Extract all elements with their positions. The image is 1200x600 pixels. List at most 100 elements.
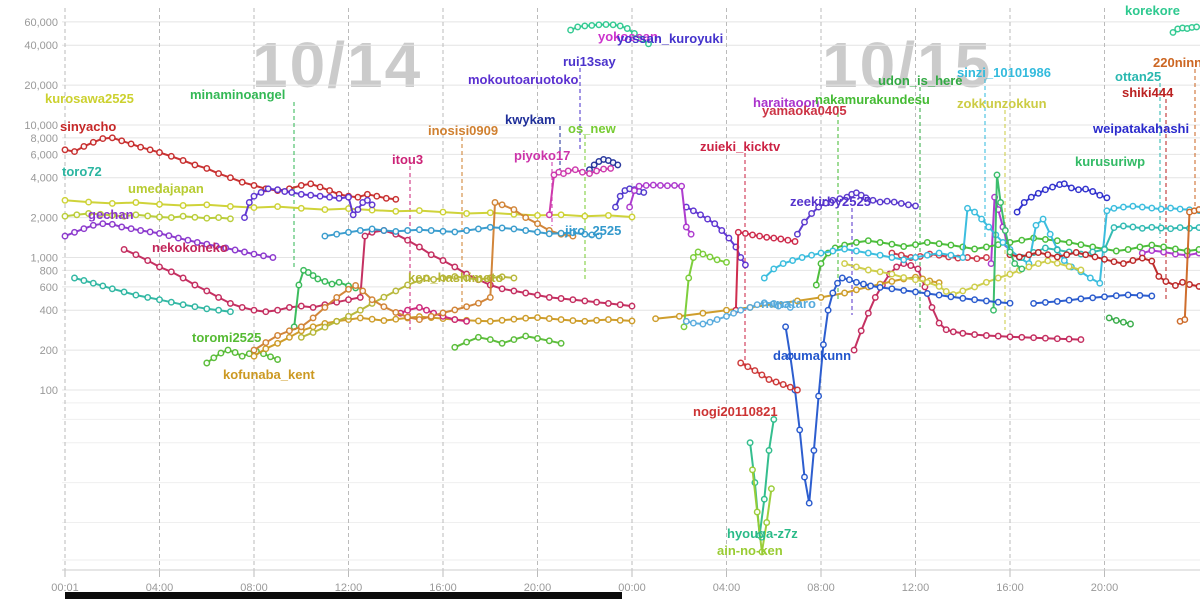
- series-line-shiki444[interactable]: [1009, 251, 1200, 288]
- series-piyoko17[interactable]: [545, 164, 615, 219]
- data-point-marker[interactable]: [1089, 294, 1097, 302]
- data-point-marker[interactable]: [978, 215, 986, 223]
- data-point-marker[interactable]: [850, 346, 858, 354]
- data-point-marker[interactable]: [841, 245, 849, 253]
- data-point-marker[interactable]: [1065, 263, 1073, 270]
- data-point-marker[interactable]: [534, 211, 541, 219]
- data-point-marker[interactable]: [985, 223, 993, 231]
- series-zeekirby2525[interactable]: [793, 189, 919, 238]
- data-point-marker[interactable]: [1065, 296, 1073, 304]
- data-point-marker[interactable]: [326, 187, 334, 195]
- data-point-marker[interactable]: [864, 237, 872, 245]
- series-line-toromi2525[interactable]: [454, 335, 562, 349]
- data-point-marker[interactable]: [593, 167, 601, 175]
- data-point-marker[interactable]: [595, 232, 603, 240]
- data-point-marker[interactable]: [285, 303, 293, 311]
- data-point-marker[interactable]: [1162, 277, 1170, 285]
- data-point-marker[interactable]: [439, 274, 447, 282]
- data-point-marker[interactable]: [156, 263, 163, 271]
- data-point-marker[interactable]: [1018, 236, 1026, 244]
- data-point-marker[interactable]: [404, 306, 412, 314]
- data-point-marker[interactable]: [609, 21, 617, 29]
- data-point-marker[interactable]: [61, 146, 69, 154]
- data-point-marker[interactable]: [805, 499, 813, 507]
- data-point-marker[interactable]: [765, 376, 773, 383]
- data-point-marker[interactable]: [404, 313, 412, 321]
- data-point-marker[interactable]: [713, 256, 721, 264]
- series-kurusuriwp[interactable]: [990, 171, 1026, 314]
- data-point-marker[interactable]: [564, 167, 572, 175]
- data-point-marker[interactable]: [307, 180, 315, 188]
- data-point-marker[interactable]: [630, 187, 638, 195]
- data-point-marker[interactable]: [971, 208, 979, 216]
- data-point-marker[interactable]: [238, 178, 246, 186]
- data-point-marker[interactable]: [723, 312, 730, 320]
- streamer-label-yossan_kuroyuki[interactable]: yossan_kuroyuki: [617, 31, 723, 46]
- data-point-marker[interactable]: [642, 181, 650, 189]
- series-os_new[interactable]: [680, 248, 730, 331]
- data-point-marker[interactable]: [841, 289, 849, 297]
- data-point-marker[interactable]: [784, 236, 792, 244]
- data-point-marker[interactable]: [486, 336, 494, 344]
- data-point-marker[interactable]: [765, 446, 773, 454]
- series-kwykam[interactable]: [586, 155, 622, 174]
- data-point-marker[interactable]: [1025, 263, 1033, 271]
- data-point-marker[interactable]: [392, 315, 400, 323]
- data-point-marker[interactable]: [767, 485, 775, 493]
- data-point-marker[interactable]: [1136, 243, 1144, 251]
- data-point-marker[interactable]: [498, 201, 506, 209]
- data-point-marker[interactable]: [522, 227, 530, 234]
- data-point-marker[interactable]: [1195, 282, 1200, 290]
- data-point-marker[interactable]: [959, 254, 967, 261]
- data-point-marker[interactable]: [723, 258, 730, 266]
- data-point-marker[interactable]: [1077, 241, 1085, 249]
- data-point-marker[interactable]: [89, 279, 97, 287]
- data-point-marker[interactable]: [295, 281, 303, 289]
- streamer-label-yamaoka0405[interactable]: yamaoka0405: [762, 103, 847, 118]
- data-point-marker[interactable]: [345, 285, 352, 293]
- data-point-marker[interactable]: [860, 280, 867, 288]
- data-point-marker[interactable]: [309, 303, 317, 311]
- data-point-marker[interactable]: [912, 276, 919, 284]
- data-point-marker[interactable]: [333, 293, 341, 301]
- data-point-marker[interactable]: [262, 308, 270, 316]
- series-nakamurakundesu[interactable]: [812, 234, 1200, 289]
- data-point-marker[interactable]: [935, 291, 943, 299]
- data-point-marker[interactable]: [85, 198, 93, 206]
- series-ain-no-ken[interactable]: [749, 466, 775, 556]
- data-point-marker[interactable]: [1171, 282, 1179, 289]
- data-point-marker[interactable]: [451, 263, 459, 271]
- data-point-marker[interactable]: [1119, 222, 1127, 230]
- data-point-marker[interactable]: [838, 274, 846, 282]
- data-point-marker[interactable]: [770, 415, 778, 423]
- data-point-marker[interactable]: [415, 316, 423, 324]
- data-point-marker[interactable]: [297, 323, 305, 331]
- data-point-marker[interactable]: [770, 234, 778, 242]
- data-point-marker[interactable]: [498, 339, 506, 347]
- data-point-marker[interactable]: [1067, 184, 1075, 192]
- data-point-marker[interactable]: [682, 317, 690, 325]
- data-point-marker[interactable]: [335, 194, 343, 202]
- data-point-marker[interactable]: [746, 303, 754, 311]
- data-point-marker[interactable]: [203, 164, 211, 172]
- series-toro72[interactable]: [71, 274, 234, 316]
- data-point-marker[interactable]: [1119, 260, 1127, 268]
- data-point-marker[interactable]: [777, 235, 785, 243]
- data-point-marker[interactable]: [635, 182, 643, 190]
- series-mokoutoaruotoko[interactable]: [241, 185, 749, 269]
- data-point-marker[interactable]: [1030, 299, 1038, 307]
- data-point-marker[interactable]: [1155, 272, 1163, 280]
- data-point-marker[interactable]: [392, 227, 400, 235]
- data-point-marker[interactable]: [498, 285, 506, 293]
- data-point-marker[interactable]: [345, 193, 352, 201]
- series-line-darumakunn[interactable]: [784, 277, 1011, 505]
- data-point-marker[interactable]: [1103, 207, 1111, 215]
- data-point-marker[interactable]: [80, 225, 88, 233]
- series-yossan_kuroyuki[interactable]: [567, 21, 652, 48]
- data-point-marker[interactable]: [250, 250, 258, 258]
- data-point-marker[interactable]: [817, 260, 825, 268]
- data-point-marker[interactable]: [118, 223, 126, 231]
- streamer-label-rui13say[interactable]: rui13say: [563, 54, 617, 69]
- data-point-marker[interactable]: [689, 254, 697, 261]
- data-point-marker[interactable]: [928, 303, 936, 311]
